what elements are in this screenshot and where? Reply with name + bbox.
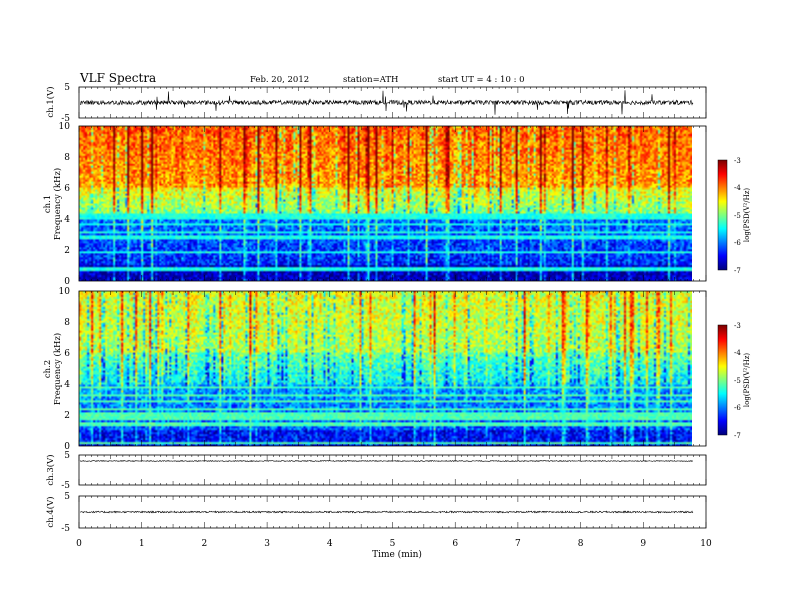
x-tick-label-5: 5	[390, 539, 396, 549]
ch1-colorbar-tick--3: -3	[734, 157, 741, 165]
ch1-wave-xticks	[78, 87, 707, 118]
ch1-wave-ytick-top: 5	[64, 83, 70, 93]
ch2-colorbar-tick--4: -4	[734, 349, 741, 357]
ch2-colorbar-frame	[717, 324, 728, 436]
ch2-spectrogram-image	[79, 291, 692, 446]
ch1-spec-ytick-8: 8	[64, 153, 70, 163]
ch2-colorbar-gradient	[718, 325, 727, 435]
ch2-spec-ylabel-frequency: Frequency (kHz)	[52, 333, 63, 405]
x-tick-label-1: 1	[139, 539, 145, 549]
ch1-colorbar-title: log(PSD(V²/Hz)	[743, 188, 751, 243]
x-axis-label: Time (min)	[372, 549, 422, 560]
ch3-wave-ylabel: ch.3(V)	[45, 454, 56, 485]
ch1-spec-ytick-10: 10	[59, 122, 71, 132]
ch1-colorbar-gradient	[718, 160, 727, 270]
ch4-wave-ytick-top: 5	[64, 492, 70, 502]
x-tick-label-0: 0	[76, 539, 82, 549]
x-tick-label-4: 4	[327, 539, 333, 549]
ch3-wave-ytick-top: 5	[64, 451, 70, 461]
ch1-wave-ytick-bottom: -5	[61, 114, 70, 124]
x-tick-label-9: 9	[640, 539, 646, 549]
ch2-spec-ytick-8: 8	[64, 318, 70, 328]
ch3-waveform-panel: 5 -5 ch.3(V)	[45, 451, 707, 491]
ch1-wave-ylabel: ch.1(V)	[45, 86, 56, 117]
ch2-spec-ytick-6: 6	[64, 349, 70, 359]
ch4-waveform-panel: 5 -5 ch.4(V)	[45, 492, 707, 534]
x-axis-tick-labels: 0 1 2 3 4 5 6 7 8 9 10	[76, 539, 712, 549]
ch1-colorbar-tick--6: -6	[734, 239, 741, 247]
ch2-spec-ytick-4: 4	[64, 380, 70, 390]
date-label: Feb. 20, 2012	[250, 75, 309, 85]
ch4-wave-ylabel: ch.4(V)	[45, 496, 56, 527]
ch4-wave-xticks	[78, 496, 707, 528]
ch1-spec-ylabel-frequency: Frequency (kHz)	[52, 168, 63, 240]
ch1-waveform-trace	[79, 90, 694, 115]
ch2-spec-ytick-0: 0	[64, 442, 70, 452]
ch1-spec-ylabel-channel: ch.1	[43, 195, 53, 213]
ch1-waveform-panel: 5 -5 ch.1(V)	[45, 83, 707, 124]
x-tick-label-6: 6	[452, 539, 458, 549]
ch2-spec-xticks	[78, 291, 707, 446]
ch2-colorbar-tick--3: -3	[734, 322, 741, 330]
ch2-spec-ylabel-channel: ch.2	[43, 360, 53, 378]
station-label: station=ATH	[343, 75, 398, 85]
ch1-spec-ytick-0: 0	[64, 277, 70, 287]
ch4-wave-ytick-bottom: -5	[61, 524, 70, 534]
ch2-colorbar-tick--5: -5	[734, 377, 741, 385]
start-time-label: start UT = 4 : 10 : 0	[438, 75, 525, 85]
ch1-spec-ytick-4: 4	[64, 215, 70, 225]
ch2-colorbar-title: log(PSD(V²/Hz)	[743, 353, 751, 408]
x-tick-label-3: 3	[264, 539, 270, 549]
ch1-spec-ytick-2: 2	[64, 246, 70, 256]
ch1-colorbar-tick--7: -7	[734, 267, 741, 275]
ch2-spectrogram-panel: 10 8 6 4 2 0 ch.2 Frequency (kHz) -3 -4 …	[43, 287, 751, 452]
ch1-spectrogram-panel: 10 8 6 4 2 0 ch.1 Frequency (kHz) -3 -4 …	[43, 122, 751, 287]
x-tick-label-10: 10	[700, 539, 712, 549]
ch2-colorbar-tick--7: -7	[734, 432, 741, 440]
x-tick-label-7: 7	[515, 539, 521, 549]
x-tick-label-2: 2	[202, 539, 208, 549]
x-tick-label-8: 8	[578, 539, 584, 549]
ch2-colorbar-tick--6: -6	[734, 404, 741, 412]
ch3-wave-ytick-bottom: -5	[61, 481, 70, 491]
ch1-spec-xticks	[78, 126, 707, 281]
ch2-spec-ytick-10: 10	[59, 287, 71, 297]
figure-title: VLF Spectra	[79, 71, 156, 85]
ch3-wave-xticks	[78, 455, 707, 485]
ch1-colorbar-frame	[717, 159, 728, 271]
ch3-waveform-trace	[79, 460, 694, 462]
ch1-spec-ytick-6: 6	[64, 184, 70, 194]
ch2-spec-ytick-2: 2	[64, 411, 70, 421]
ch1-colorbar-tick--5: -5	[734, 212, 741, 220]
ch4-waveform-trace	[80, 510, 694, 514]
ch1-spectrogram-image	[79, 126, 692, 281]
ch1-colorbar-tick--4: -4	[734, 184, 741, 192]
